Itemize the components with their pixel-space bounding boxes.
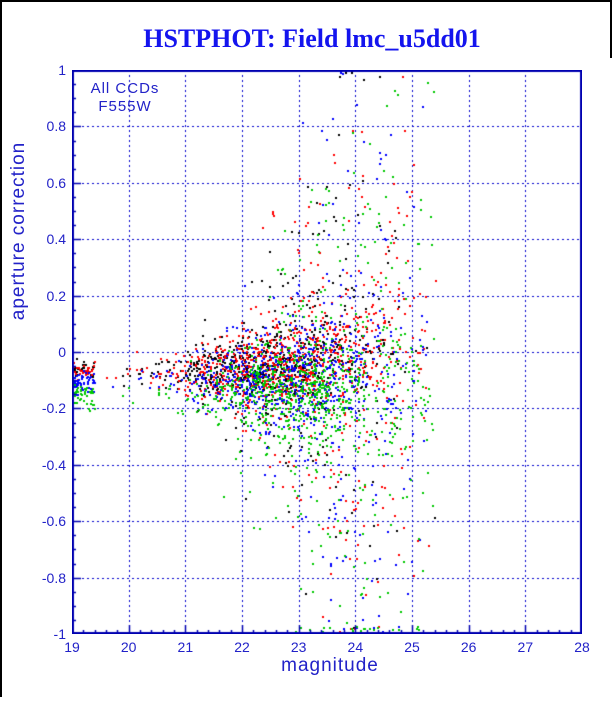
window-border-right [610, 0, 612, 58]
y-tick-label: -1 [53, 626, 66, 642]
x-tick-label: 28 [574, 639, 590, 655]
page-title: HSTPHOT: Field lmc_u5dd01 [143, 24, 481, 53]
x-tick-label: 23 [290, 639, 307, 655]
x-tick-label: 25 [404, 639, 420, 655]
x-tick-label: 22 [234, 639, 250, 655]
y-tick-label: -0.6 [41, 513, 66, 530]
scatter-plot-canvas [72, 70, 582, 634]
y-tick-label: 0.8 [46, 118, 66, 135]
y-tick-label: 0.4 [46, 231, 66, 248]
x-tick-label: 19 [64, 639, 80, 655]
x-tick-label: 21 [177, 639, 194, 655]
x-tick-label: 20 [120, 639, 137, 655]
x-axis-label: magnitude [281, 655, 379, 676]
annotation-filter-f555w: F555W [98, 98, 152, 115]
window-border-left [0, 0, 2, 697]
y-tick-label: 0.2 [46, 287, 66, 304]
annotation-all-ccds: All CCDs [90, 80, 160, 97]
x-tick-label: 24 [347, 639, 364, 655]
y-tick-label: 0.6 [46, 174, 66, 191]
y-tick-label: 1 [58, 62, 66, 78]
y-tick-label: -0.2 [41, 400, 66, 417]
x-tick-label: 26 [460, 639, 477, 655]
y-tick-label: -0.8 [41, 569, 66, 586]
x-tick-label: 27 [517, 639, 534, 655]
y-tick-label: -0.4 [41, 456, 66, 473]
window-border-top [0, 0, 612, 2]
y-tick-label: 0 [58, 344, 66, 360]
